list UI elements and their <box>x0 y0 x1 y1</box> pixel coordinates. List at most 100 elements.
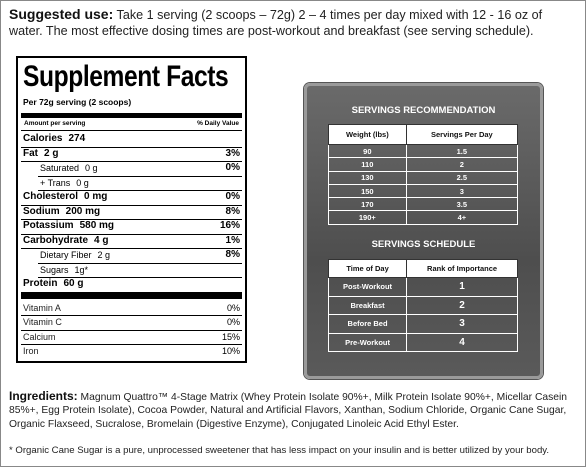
data-row: 150 3 <box>328 183 519 199</box>
cell: 130 <box>328 170 407 185</box>
nutrient-row: Potassium 580 mg 16% <box>21 219 242 235</box>
facts-title: Supplement Facts <box>23 60 229 93</box>
nutrient-label: Carbohydrate <box>23 234 89 246</box>
nutrient-row: Cholesterol 0 mg 0% <box>21 190 242 206</box>
cell: 3 <box>405 183 519 199</box>
vitamin-row: Calcium 15% <box>21 330 242 345</box>
cell: 2.5 <box>405 170 519 185</box>
nutrient-label: Potassium <box>23 220 74 231</box>
data-row: Before Bed 3 <box>327 314 518 334</box>
nutrient-amount: 0 g <box>76 177 89 188</box>
cell: Before Bed <box>327 314 408 334</box>
vitamin-dv: 10% <box>221 346 240 356</box>
nutrient-name: Calories 274 <box>23 132 85 147</box>
nutrient-name: + Trans 0 g <box>40 176 89 191</box>
serving-size: Per 72g serving (2 scoops) <box>23 97 132 107</box>
nutrient-label: Fat <box>23 147 38 159</box>
cell: 3.5 <box>405 197 519 212</box>
data-row: Breakfast 2 <box>327 295 518 315</box>
cell: 4 <box>406 332 518 352</box>
nutrient-dv: 0% <box>225 162 240 173</box>
recommendation-table: Weight (lbs) Servings Per Day 90 1.5 110 2 130… <box>328 124 519 225</box>
ingredients: Ingredients: Magnum Quattro™ 4-Stage Mat… <box>9 389 579 431</box>
footnote: * Organic Cane Sugar is a pure, unproces… <box>9 445 550 456</box>
nutrient-name: Potassium 580 mg <box>23 219 114 234</box>
nutrient-amount: 2 g <box>44 147 59 159</box>
nutrient-row: Sugars 1g* <box>38 263 242 278</box>
nutrient-row: + Trans 0 g <box>38 176 242 191</box>
header-cell: Servings Per Day <box>405 124 519 145</box>
schedule-title: SERVINGS SCHEDULE <box>371 239 476 250</box>
nutrient-name: Sodium 200 mg <box>23 205 100 220</box>
vitamin-dv: 0% <box>226 317 240 327</box>
nutrient-row: Protein 60 g <box>21 277 242 293</box>
vitamin-row: Vitamin C 0% <box>21 315 242 331</box>
nutrient-amount: 200 mg <box>65 205 101 217</box>
servings-panel: SERVINGS RECOMMENDATION Weight (lbs) Serv… <box>304 83 543 379</box>
cell: 150 <box>328 183 407 199</box>
cell: 170 <box>328 197 407 212</box>
nutrient-label: Calories <box>23 133 63 144</box>
nutrient-name: Cholesterol 0 mg <box>23 190 107 205</box>
nutrient-label: Saturated <box>40 163 80 173</box>
nutrient-row: Carbohydrate 4 g 1% <box>21 234 242 249</box>
nutrient-name: Saturated 0 g <box>40 161 98 176</box>
header-row: Weight (lbs) Servings Per Day <box>328 124 519 145</box>
cell: Post-Workout <box>327 277 408 297</box>
nutrient-amount: 60 g <box>63 278 84 289</box>
nutrient-amount: 0 g <box>85 163 98 173</box>
usage: Suggested use: Take 1 serving (2 scoops … <box>9 6 579 39</box>
nutrient-dv: 16% <box>219 220 240 231</box>
data-row: Pre-Workout 4 <box>327 332 518 352</box>
nutrient-name: Dietary Fiber 2 g <box>40 248 110 263</box>
cell: Breakfast <box>327 295 408 315</box>
nutrient-name: Sugars 1g* <box>40 263 88 278</box>
vitamin-name: Calcium <box>23 331 56 342</box>
nutrient-amount: 1g* <box>74 264 89 275</box>
nutrient-amount: 2 g <box>97 250 111 260</box>
nutrient-dv: 1% <box>225 234 240 246</box>
nutrient-dv: 8% <box>225 249 240 260</box>
nutrient-label: + Trans <box>40 177 71 188</box>
nutrient-label: Sodium <box>23 205 60 217</box>
cell: 2 <box>405 157 519 172</box>
header-cell: Rank of Importance <box>406 259 518 278</box>
nutrient-dv: 8% <box>225 205 240 217</box>
nutrient-name: Protein 60 g <box>23 277 83 292</box>
cell: 4+ <box>405 210 519 225</box>
vitamin-name: Vitamin A <box>23 302 61 313</box>
nutrient-label: Protein <box>23 278 58 289</box>
facts-panel: Supplement Facts Per 72g serving (2 scoo… <box>16 56 247 363</box>
nutrient-amount: 580 mg <box>79 220 115 231</box>
vitamin-dv: 0% <box>226 302 240 313</box>
nutrient-row: Dietary Fiber 2 g 8% <box>38 248 242 264</box>
divider <box>21 130 242 131</box>
cell: 1.5 <box>405 143 519 159</box>
nutrient-name: Carbohydrate 4 g <box>23 234 108 249</box>
data-row: 170 3.5 <box>328 197 519 212</box>
cell: 2 <box>406 295 518 315</box>
nutrient-label: Cholesterol <box>23 191 79 202</box>
header-cell: Weight (lbs) <box>328 124 407 145</box>
nutrient-dv: 0% <box>225 191 240 202</box>
cell: 3 <box>406 314 518 334</box>
cell: 110 <box>328 157 407 172</box>
usage-label: Suggested use: <box>9 6 114 22</box>
ingredients-label: Ingredients: <box>9 389 78 403</box>
recommendation-title: SERVINGS RECOMMENDATION <box>351 105 496 116</box>
schedule-table: Time of Day Rank of Importance Post-Workou… <box>327 259 518 352</box>
header-cell: Time of Day <box>327 259 408 278</box>
cell: Pre-Workout <box>327 332 408 352</box>
nutrient-row: Fat 2 g 3% <box>21 147 242 162</box>
dv-header: % Daily Value <box>197 120 239 127</box>
nutrient-amount: 0 mg <box>84 191 108 202</box>
cell: 190+ <box>328 210 407 225</box>
nutrient-row: Saturated 0 g 0% <box>38 161 242 177</box>
vitamin-row: Iron 10% <box>21 344 242 359</box>
nutrient-dv: 3% <box>225 147 240 159</box>
nutrient-label: Dietary Fiber <box>40 250 92 260</box>
header-row: Time of Day Rank of Importance <box>327 259 518 278</box>
data-row: 130 2.5 <box>328 170 519 185</box>
